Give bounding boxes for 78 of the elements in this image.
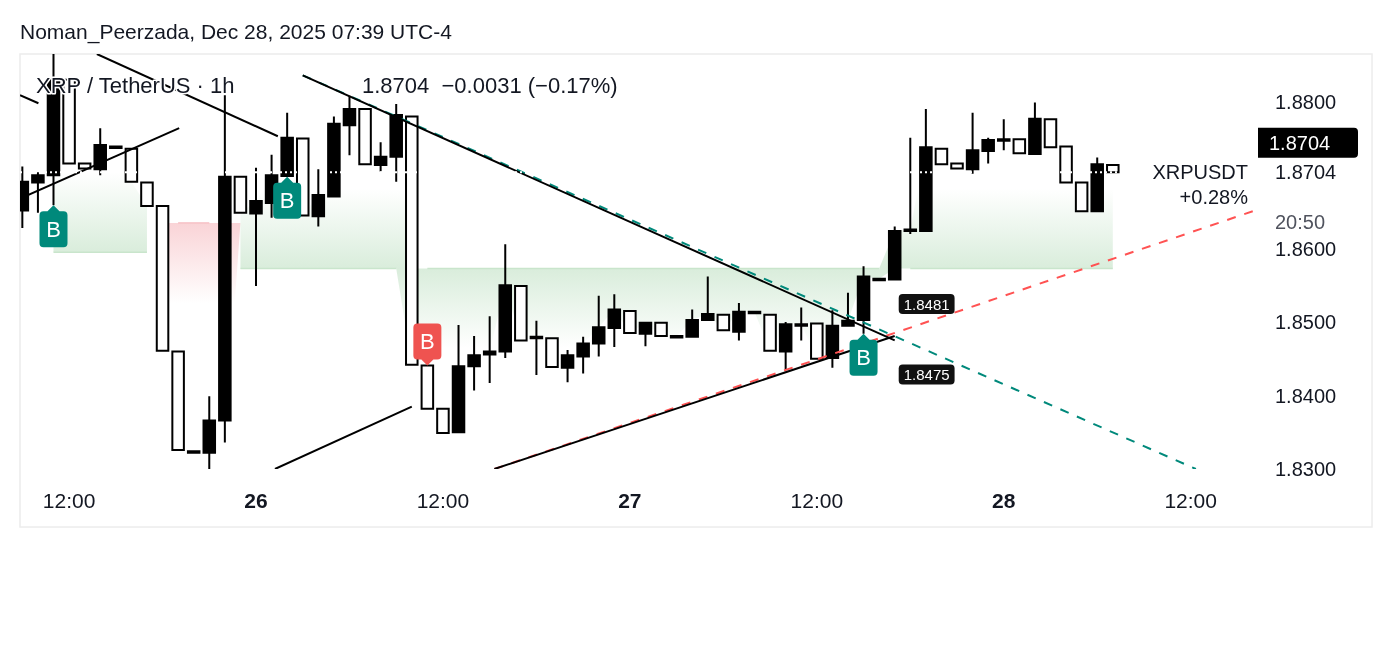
series-label: B <box>856 345 871 371</box>
x-tick-label: 27 <box>618 488 642 512</box>
y-tick-label: 1.8300 <box>1275 458 1337 480</box>
candlestick <box>841 291 855 327</box>
x-tick-label: 12:00 <box>42 488 96 512</box>
x-tick-label: 12:00 <box>416 488 470 512</box>
candlestick <box>1090 156 1104 213</box>
candlestick <box>311 168 326 228</box>
data-label: 1.8481 <box>903 295 950 313</box>
text: 1.8704 −0.0031 (−0.17%) <box>362 72 618 98</box>
candlestick <box>981 136 995 165</box>
y-tick-label: 1.8800 <box>1275 90 1337 113</box>
candlestick <box>965 111 980 175</box>
candlestick <box>794 306 808 342</box>
y-tick-label: 1.8600 <box>1275 237 1337 260</box>
candlestick <box>732 302 746 342</box>
data-label: 1.8475 <box>903 365 950 383</box>
candlestick <box>467 335 481 392</box>
candlestick <box>654 321 668 338</box>
candlestick <box>887 225 902 281</box>
candlestick <box>249 166 263 288</box>
candlestick <box>436 407 450 435</box>
candlestick <box>451 324 466 434</box>
candlestick <box>202 395 217 469</box>
candlestick <box>1012 138 1027 155</box>
candlestick <box>716 313 731 332</box>
candlestick <box>529 319 544 376</box>
candlestick <box>155 205 170 352</box>
y-tick-label: 1.8500 <box>1275 311 1337 334</box>
candlestick <box>545 337 559 368</box>
candlestick <box>514 285 528 342</box>
candlestick <box>903 136 918 235</box>
annotation: XRPUSDT <box>1152 161 1248 184</box>
candlestick <box>389 102 403 183</box>
candlestick <box>934 147 949 166</box>
candlestick <box>140 181 154 208</box>
candlestick <box>358 108 372 166</box>
candlestick <box>373 141 388 173</box>
candlestick <box>996 118 1011 152</box>
candlestick <box>623 310 637 335</box>
series-label: B <box>420 328 435 354</box>
candlestick <box>109 144 123 150</box>
text: 20:50 <box>1275 211 1326 234</box>
x-tick-label: 28 <box>992 488 1016 512</box>
candlestick <box>778 321 793 371</box>
candlestick <box>233 175 248 214</box>
candlestick <box>171 350 185 451</box>
candlestick <box>576 335 590 375</box>
candlestick <box>1074 181 1089 213</box>
x-tick-label: 12:00 <box>1164 488 1217 512</box>
text: B <box>46 216 61 242</box>
candlestick <box>763 313 777 352</box>
y-tick-label: 1.8704 <box>1275 161 1337 184</box>
candlestick <box>685 308 699 338</box>
x-tick-label: 26 <box>244 488 268 512</box>
candlestick <box>1043 118 1058 149</box>
candlestick <box>280 111 294 178</box>
candlestick <box>638 321 653 348</box>
candlestick <box>1028 101 1042 155</box>
candlestick <box>342 94 357 157</box>
text: B <box>279 188 295 214</box>
annotation: +0.28% <box>1179 186 1249 209</box>
text: Noman_Peerzada, Dec 28, 2025 07:39 UTC-4 <box>20 19 453 44</box>
candlestick <box>669 335 684 339</box>
candlestick <box>498 243 513 360</box>
candlestick <box>701 275 715 321</box>
candlestick <box>327 115 341 198</box>
candlestick <box>186 450 201 454</box>
candlestick <box>560 349 575 384</box>
y-tick-label: 1.8400 <box>1275 384 1337 407</box>
candlestick <box>872 277 886 282</box>
candlestick <box>856 265 871 335</box>
candlestick <box>591 294 606 358</box>
candlestick <box>607 293 622 349</box>
candlestick <box>919 108 933 233</box>
candlestick <box>420 364 435 410</box>
x-tick-label: 12:00 <box>790 488 844 512</box>
candlestick <box>482 315 497 385</box>
